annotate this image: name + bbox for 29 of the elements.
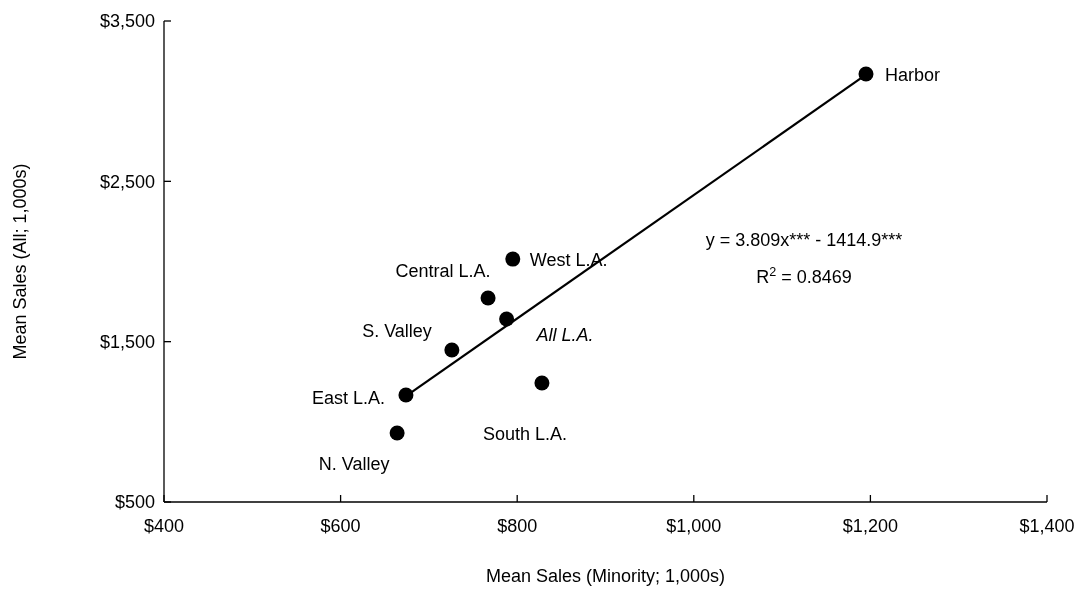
point	[505, 251, 521, 267]
point	[389, 425, 405, 441]
y-tick-label: $3,500	[99, 11, 155, 32]
x-axis-title: Mean Sales (Minority; 1,000s)	[485, 566, 726, 586]
point	[444, 342, 460, 358]
x-tick-label: $800	[497, 516, 538, 536]
x-tick-label: $1,200	[842, 516, 898, 536]
annotation: Harbor	[884, 65, 941, 86]
y-tick-label: $2,500	[99, 171, 155, 192]
annotation: All L.A.	[535, 325, 594, 346]
x-tick-label: $600	[320, 516, 361, 536]
annotation: Central L.A.	[395, 261, 491, 282]
point	[398, 387, 414, 403]
annotation: East L.A.	[311, 388, 385, 409]
annotation: N. Valley	[318, 454, 390, 475]
y-tick-label: $500	[114, 492, 155, 513]
annotation: South L.A.	[482, 424, 567, 445]
x-tick-label: $1,400	[1019, 516, 1075, 536]
y-axis-title: Mean Sales (All; 1,000s)	[10, 163, 30, 360]
annotation: R$^{2}$ = 0.8469	[756, 265, 852, 287]
x-tick-label: $1,000	[666, 516, 722, 536]
point	[534, 375, 550, 391]
annotation: S. Valley	[362, 321, 432, 341]
y-tick-label: $1,500	[99, 331, 155, 352]
annotation: y = 3.809x*** - 1414.9***	[705, 230, 903, 250]
point	[858, 66, 874, 82]
point	[499, 311, 515, 327]
x-tick-label: $400	[143, 516, 185, 536]
point	[480, 290, 496, 306]
